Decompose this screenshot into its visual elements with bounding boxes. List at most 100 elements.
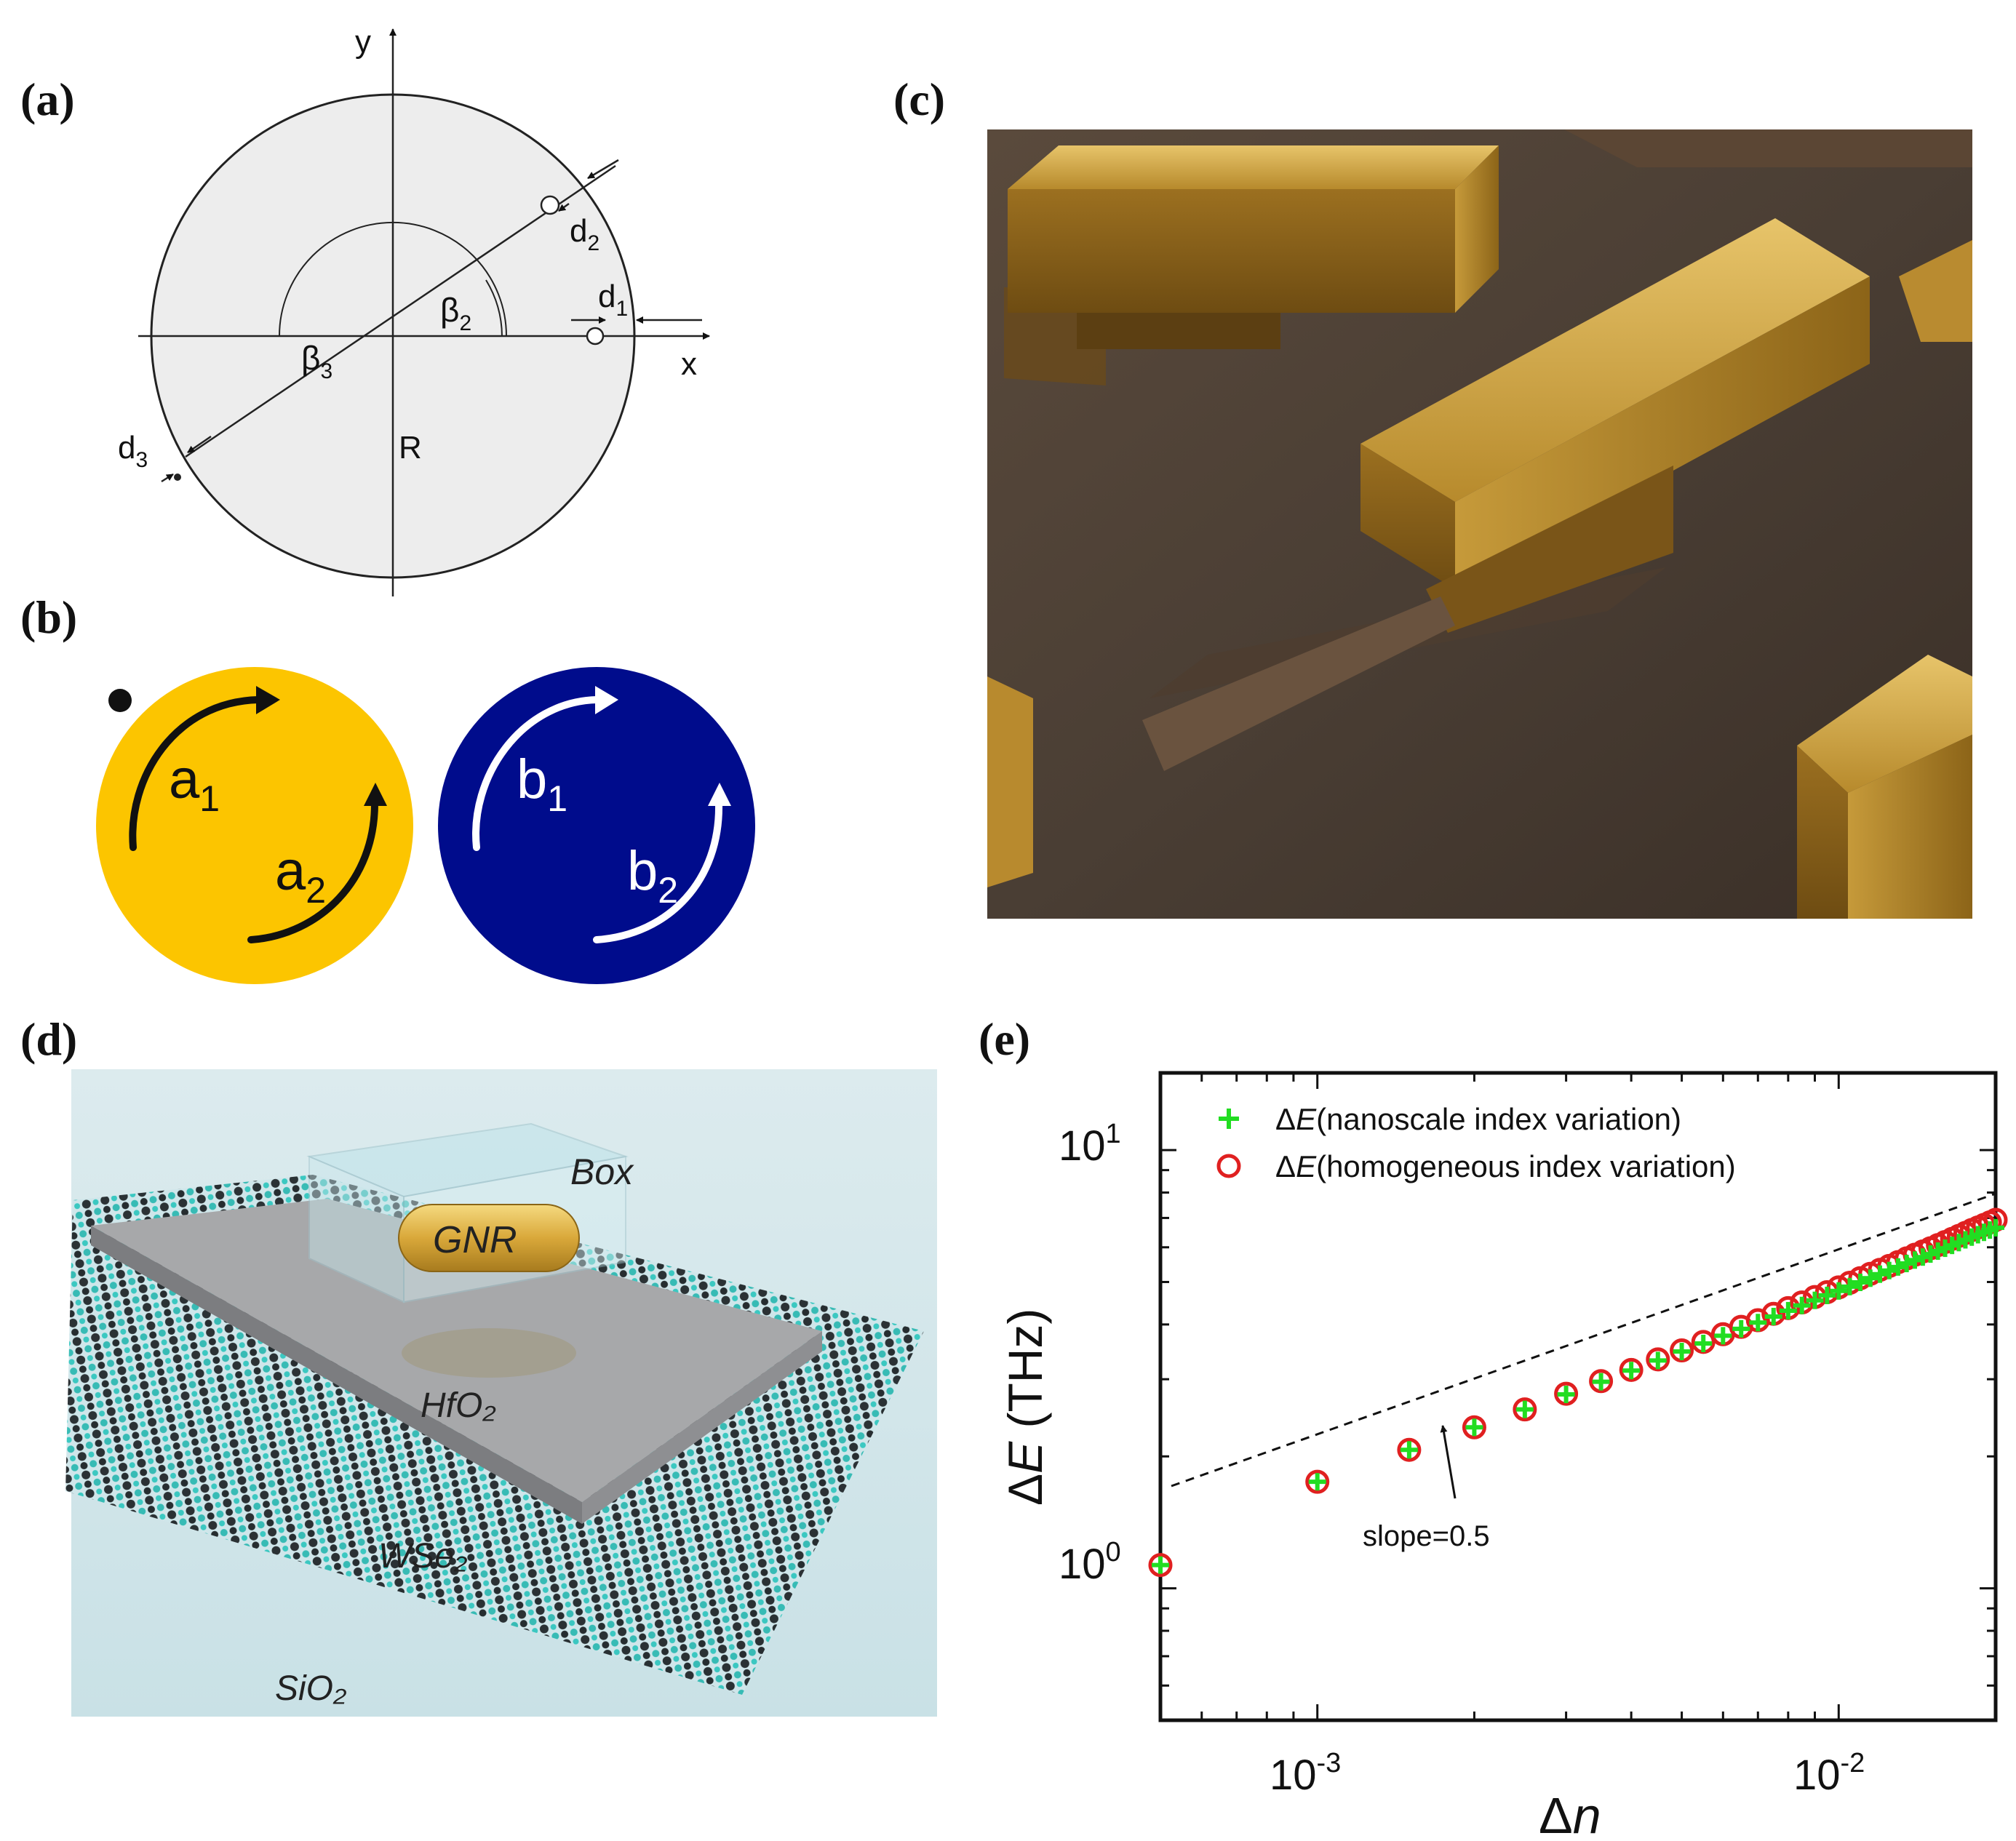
a1-label: a1 <box>169 748 220 819</box>
panel-label-e: (e) <box>979 1013 1030 1065</box>
data-point-homogeneous <box>1554 1381 1579 1406</box>
d3-arrow-in <box>161 473 174 483</box>
data-point-homogeneous <box>1397 1437 1422 1462</box>
beta3-label: β3 <box>301 339 332 383</box>
gold-bar-right-edge <box>1899 240 1972 342</box>
data-point-nanoscale <box>1732 1319 1750 1338</box>
beta3-arc <box>279 222 507 337</box>
legend: ΔE(nanoscale index variation) ΔE(homogen… <box>1216 1102 1736 1183</box>
data-point-homogeneous <box>1646 1347 1670 1372</box>
data-point-nanoscale <box>1871 1265 1889 1283</box>
y-tick-label-10: 101 <box>1059 1119 1121 1170</box>
data-point-nanoscale <box>1515 1400 1534 1418</box>
x-tick-label-0.01: 10-2 <box>1793 1748 1865 1799</box>
data-point-homogeneous <box>1148 1553 1173 1578</box>
hole-d2 <box>540 195 560 215</box>
data-point-nanoscale <box>1400 1441 1418 1459</box>
x-axis-title: Δn <box>1539 1787 1601 1841</box>
data-markers <box>1148 1207 2008 1578</box>
a1-arrow-head <box>256 686 280 714</box>
gold-bar-left-edge <box>987 676 1033 887</box>
data-point-nanoscale <box>1714 1327 1732 1345</box>
data-point-nanoscale <box>1694 1334 1713 1352</box>
panel-e-chart: slope=0.5 ΔE(nanoscale index variation) … <box>998 1071 2008 1841</box>
data-point-nanoscale <box>1592 1373 1610 1391</box>
beta2-label: β2 <box>440 291 471 335</box>
b1-arrow <box>472 696 600 851</box>
data-point-homogeneous <box>1670 1338 1694 1363</box>
data-point-nanoscale <box>1841 1277 1859 1295</box>
data-point-nanoscale <box>1889 1258 1907 1276</box>
lower-plate <box>1142 596 1455 771</box>
data-point-homogeneous <box>1305 1469 1330 1494</box>
legend-marker-circle <box>1216 1154 1241 1178</box>
data-point-nanoscale <box>1861 1269 1879 1287</box>
data-point-nanoscale <box>1649 1351 1667 1370</box>
b1-label: b1 <box>517 748 567 819</box>
y-tick-label-1: 100 <box>1059 1537 1121 1588</box>
data-point-nanoscale <box>1152 1556 1169 1574</box>
data-point-nanoscale <box>1897 1255 1916 1273</box>
data-point-nanoscale <box>1987 1218 2004 1237</box>
panel-a: x y d2 d1 d3 β2 β3 R <box>118 24 710 596</box>
panel-label-a: (a) <box>20 73 75 125</box>
y-axis-label: y <box>355 24 371 60</box>
hole-d1 <box>586 327 605 346</box>
slope-annotation: slope=0.5 <box>1363 1520 1490 1552</box>
d1-label: d1 <box>598 279 628 321</box>
data-point-nanoscale <box>1880 1261 1898 1279</box>
b2-label: b2 <box>627 840 678 911</box>
d2-label: d2 <box>570 213 599 255</box>
x-axis-label: x <box>681 346 697 382</box>
a2-arrow <box>247 800 378 943</box>
data-point-homogeneous <box>1513 1397 1537 1422</box>
data-point-nanoscale <box>1764 1307 1782 1325</box>
plot-frame <box>1158 1071 1998 1722</box>
gnr-label: GNR <box>433 1219 517 1261</box>
data-point-nanoscale <box>1851 1274 1869 1292</box>
panel-label-c: (c) <box>893 73 945 125</box>
legend-entry-homogeneous: ΔE(homogeneous index variation) <box>1275 1149 1736 1183</box>
gold-bar-bottom-right <box>1797 655 1972 919</box>
legend-marker-plus <box>1219 1109 1239 1129</box>
axis-ticks <box>1159 1073 1997 1722</box>
panel-b: a1 a2 b1 b2 <box>96 667 755 984</box>
d3-label: d3 <box>118 430 148 472</box>
data-point-nanoscale <box>1793 1296 1811 1314</box>
panel-label-d: (d) <box>20 1013 77 1065</box>
data-point-nanoscale <box>1673 1343 1691 1361</box>
gnr-reflection <box>402 1328 576 1378</box>
hfo2-label: HfO₂ <box>421 1386 496 1425</box>
data-point-nanoscale <box>1830 1282 1848 1300</box>
fit-line <box>1171 1192 1996 1487</box>
gnr-rod <box>398 1204 580 1272</box>
b1-arrow-head <box>595 686 618 714</box>
data-point-homogeneous <box>1462 1415 1486 1439</box>
data-point-nanoscale <box>1779 1301 1797 1319</box>
black-dot <box>108 689 132 712</box>
b2-arrow <box>593 800 723 943</box>
data-point-nanoscale <box>1806 1291 1824 1309</box>
gold-bar-top-right <box>1564 129 1972 167</box>
hole-d3 <box>174 474 181 481</box>
b2-arrow-head <box>708 783 731 806</box>
a1-arrow <box>129 696 262 851</box>
hfo2-slab <box>91 1199 822 1524</box>
panel-d: Box GNR HfO₂ WSe₂ SiO₂ <box>65 1069 937 1717</box>
a2-arrow-head <box>364 783 387 806</box>
panel-label-b: (b) <box>20 591 77 643</box>
y-axis-title: ΔE (THz) <box>998 1309 1052 1506</box>
wse2-label: WSe₂ <box>378 1537 467 1576</box>
d3-arrow-out <box>187 435 212 454</box>
data-point-homogeneous <box>1589 1369 1614 1394</box>
data-point-nanoscale <box>1622 1362 1641 1380</box>
d2-arrow-in <box>558 202 570 212</box>
radius-label: R <box>399 430 422 466</box>
sio2-label: SiO₂ <box>275 1669 346 1708</box>
a2-label: a2 <box>275 840 326 911</box>
data-point-nanoscale <box>1465 1418 1483 1437</box>
diagonal-line <box>185 164 616 458</box>
data-point-nanoscale <box>1557 1386 1575 1404</box>
x-tick-label-0.001: 10-3 <box>1270 1748 1341 1799</box>
data-point-nanoscale <box>1818 1286 1836 1304</box>
